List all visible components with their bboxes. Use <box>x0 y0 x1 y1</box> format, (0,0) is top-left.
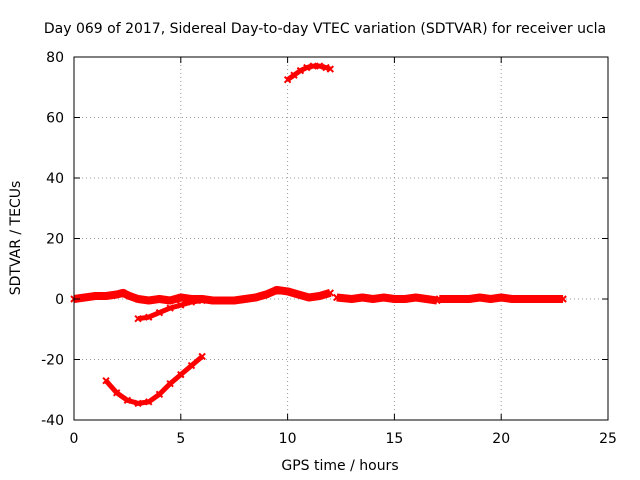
x-tick-label: 25 <box>599 431 617 447</box>
data-point <box>326 289 335 297</box>
data-point <box>198 296 206 305</box>
data-point <box>113 290 121 299</box>
data-point <box>166 304 174 312</box>
data-point <box>347 295 356 303</box>
data-point <box>508 295 516 303</box>
data-point <box>559 295 567 303</box>
series-high-arc <box>286 63 332 82</box>
data-point <box>476 293 484 302</box>
data-point <box>145 313 153 321</box>
data-point <box>303 63 311 72</box>
x-tick-label: 5 <box>176 431 185 447</box>
series-negative-arc <box>104 354 204 406</box>
data-point <box>294 290 302 299</box>
data-point <box>465 295 473 303</box>
data-point <box>134 314 142 323</box>
x-tick-label: 20 <box>492 431 510 447</box>
y-tick-label: -40 <box>41 413 64 429</box>
data-point <box>187 298 196 306</box>
data-point <box>187 361 196 370</box>
data-point <box>390 295 399 303</box>
data-point <box>262 290 270 299</box>
data-point <box>529 295 537 303</box>
data-point <box>315 62 324 70</box>
data-point <box>326 65 335 73</box>
data-point <box>486 295 495 303</box>
data-point <box>155 295 164 303</box>
data-point <box>134 295 142 303</box>
data-point <box>518 295 527 303</box>
data-point <box>358 293 367 302</box>
data-point <box>296 66 305 75</box>
data-point <box>305 293 313 302</box>
data-point <box>145 398 153 406</box>
data-point <box>80 293 89 302</box>
y-tick-label: 60 <box>46 111 64 127</box>
grid-lines <box>74 57 608 420</box>
data-point <box>166 296 174 305</box>
data-point <box>134 399 142 408</box>
data-point <box>283 75 292 84</box>
data-point <box>315 292 324 300</box>
data-point <box>102 292 110 300</box>
x-tick-label: 10 <box>279 431 297 447</box>
y-axis-label: SDTVAR / TECUs <box>8 181 24 296</box>
data-point <box>412 293 420 302</box>
data-point <box>119 289 127 297</box>
data-point <box>380 293 388 302</box>
data-point <box>166 379 174 388</box>
data-point <box>273 286 281 294</box>
data-point <box>309 62 317 70</box>
chart-title: Day 069 of 2017, Sidereal Day-to-day VTE… <box>44 21 606 37</box>
data-point <box>102 376 110 385</box>
data-point <box>209 296 217 305</box>
data-point <box>435 295 443 303</box>
data-point <box>198 352 206 361</box>
y-tick-label: 0 <box>55 292 64 308</box>
data-point <box>219 296 228 305</box>
data-point <box>550 295 559 303</box>
data-point <box>177 293 185 302</box>
y-tick-label: 40 <box>46 171 64 187</box>
data-point <box>230 296 238 305</box>
y-tick-label: -20 <box>41 353 64 369</box>
data-point <box>444 295 452 303</box>
data-series <box>70 62 567 408</box>
data-point <box>113 389 121 397</box>
x-tick-label: 0 <box>70 431 79 447</box>
series-band-segment-2 <box>336 293 438 305</box>
data-point <box>369 295 377 303</box>
data-point <box>177 370 185 379</box>
y-tick-label: 80 <box>46 50 64 66</box>
data-point <box>283 287 292 296</box>
y-tick-label: 20 <box>46 232 64 248</box>
data-point <box>290 71 298 79</box>
axis-ticks: 0 5 10 15 20 25 -40 -20 0 20 40 60 80 <box>41 50 617 447</box>
data-point <box>155 308 164 317</box>
data-point <box>422 295 431 303</box>
x-axis-label: GPS time / hours <box>281 458 398 474</box>
data-point <box>540 295 548 303</box>
data-point <box>454 295 463 303</box>
data-point <box>333 293 341 302</box>
data-point <box>497 293 505 302</box>
data-point <box>177 301 185 309</box>
data-point <box>123 396 132 405</box>
data-point <box>91 292 100 300</box>
data-point <box>401 295 409 303</box>
data-point <box>241 295 249 303</box>
x-tick-label: 15 <box>385 431 403 447</box>
data-point <box>125 292 134 300</box>
data-point <box>145 296 153 305</box>
data-point <box>155 390 164 398</box>
data-point <box>251 293 260 302</box>
